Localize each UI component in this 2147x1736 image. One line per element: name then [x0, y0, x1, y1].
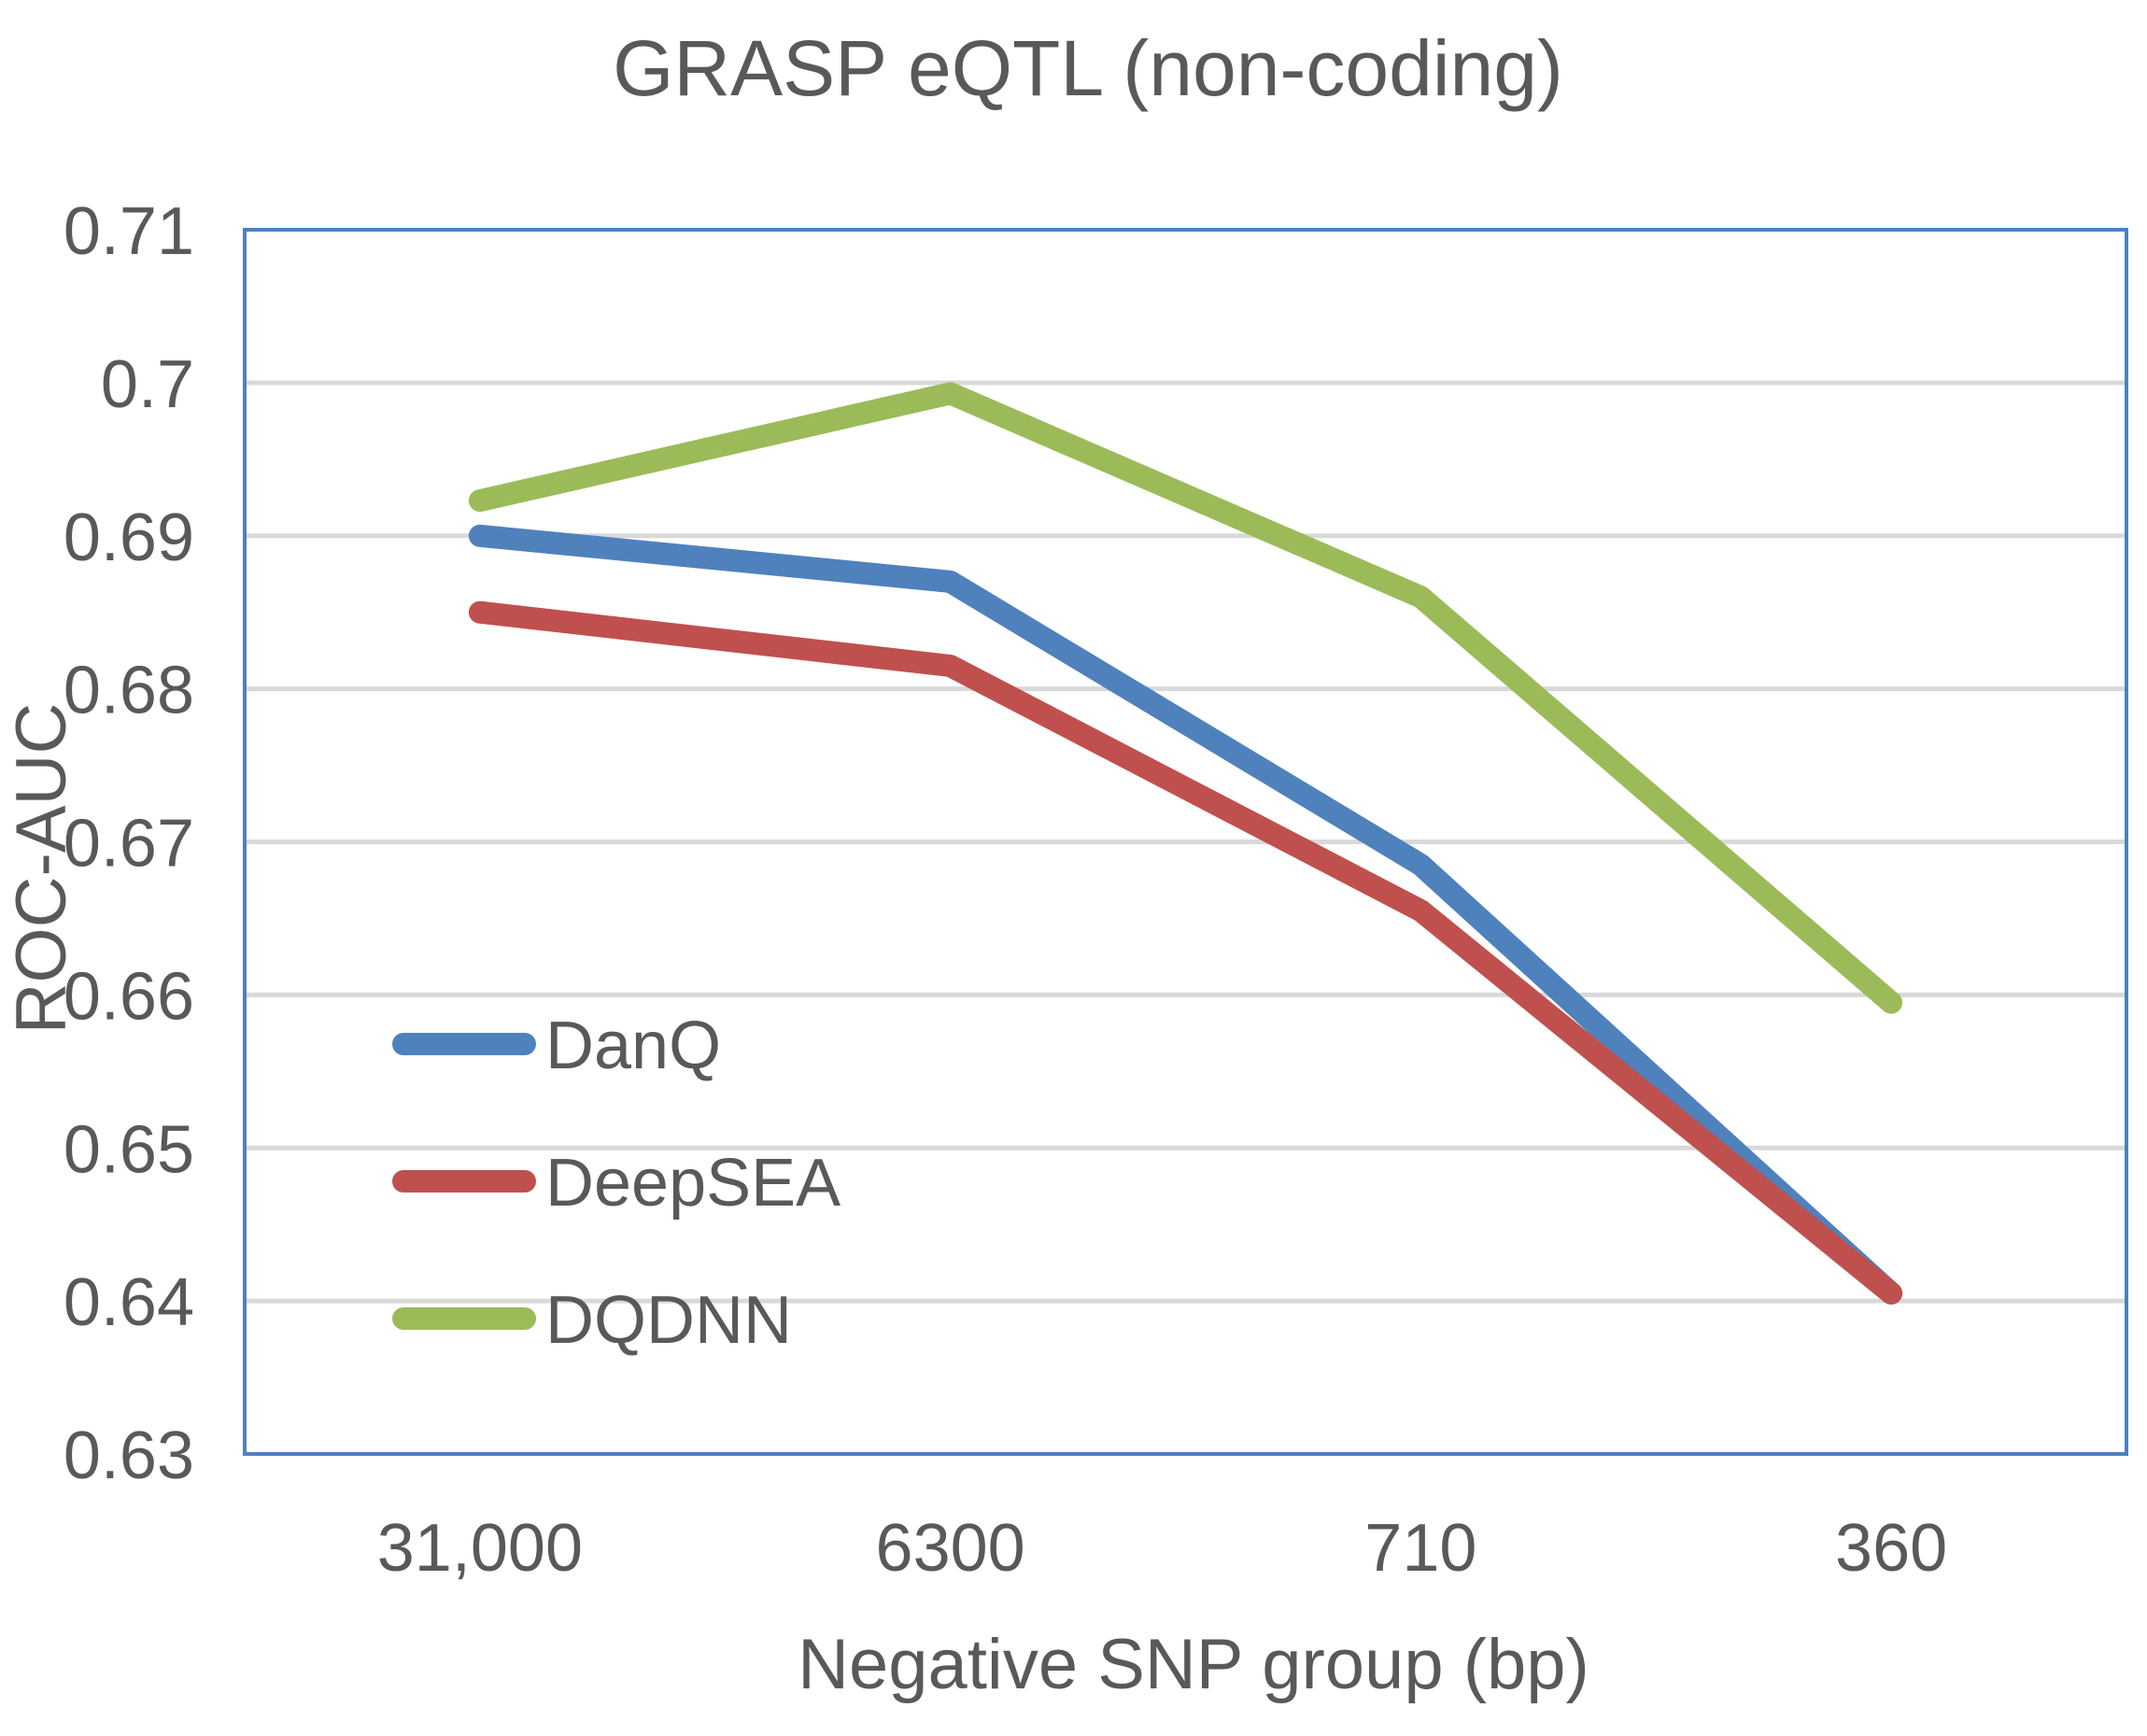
- legend: DanQ DeepSEA DQDNN: [392, 1009, 840, 1358]
- x-tick-label: 6300: [876, 1511, 1025, 1586]
- series-line-danq: [468, 524, 1903, 1305]
- y-axis-ticks: 0.63 0.64 0.65 0.66 0.67 0.68 0.69 0.7 0.71: [64, 194, 194, 1493]
- x-axis-title: Negative SNP group (bp): [798, 1625, 1589, 1704]
- y-tick-label: 0.66: [64, 959, 194, 1034]
- legend-label: DanQ: [545, 1009, 721, 1083]
- y-tick-label: 0.63: [64, 1418, 194, 1493]
- x-tick-label: 360: [1835, 1511, 1947, 1586]
- y-tick-label: 0.7: [101, 347, 194, 422]
- x-tick-label: 31,000: [377, 1511, 583, 1586]
- chart-title: GRASP eQTL (non-coding): [613, 24, 1563, 112]
- y-tick-label: 0.71: [64, 194, 194, 269]
- plot-frame: [243, 228, 2128, 1456]
- x-tick-label: 710: [1364, 1511, 1476, 1586]
- x-axis-ticks: 31,000 6300 710 360: [377, 1511, 1947, 1586]
- y-tick-label: 0.67: [64, 807, 194, 882]
- y-tick-label: 0.64: [64, 1265, 194, 1340]
- y-tick-label: 0.65: [64, 1112, 194, 1187]
- series-lines: [468, 382, 1903, 1305]
- y-tick-label: 0.69: [64, 501, 194, 575]
- y-tick-label: 0.68: [64, 654, 194, 728]
- series-line-dqdnn: [468, 382, 1903, 1014]
- gridlines: [245, 380, 2126, 1304]
- y-axis-title: ROC-AUC: [2, 703, 81, 1035]
- series-line-deepsea: [468, 600, 1903, 1305]
- legend-label: DQDNN: [545, 1283, 792, 1358]
- legend-label: DeepSEA: [545, 1146, 840, 1221]
